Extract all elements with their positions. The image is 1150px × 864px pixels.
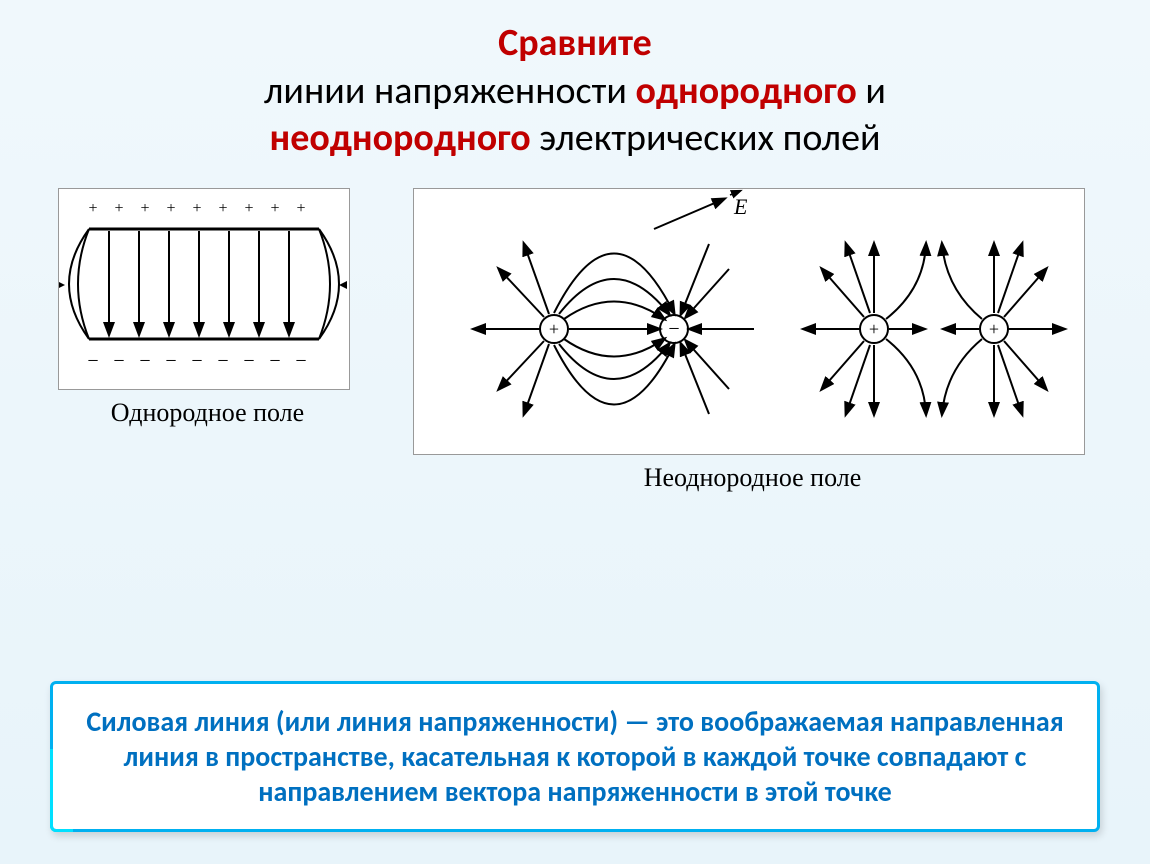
svg-text:−: − [139,350,150,372]
svg-text:−: − [243,350,254,372]
svg-text:+: + [548,319,558,339]
title-and: и [857,68,886,114]
svg-text:−: − [668,318,679,340]
svg-text:+: + [244,200,253,217]
svg-text:+: + [270,200,279,217]
like-charges-group: + + [804,244,1064,414]
svg-text:+: + [192,200,201,217]
e-vector-label: E [733,194,748,219]
svg-text:−: − [217,350,228,372]
uniform-field-block: + + + + + + + + + [58,188,358,428]
svg-text:−: − [191,350,202,372]
svg-text:−: − [269,350,280,372]
diagrams-row: +++ +++ +++ [0,188,1150,493]
svg-text:+: + [140,200,149,217]
svg-text:−: − [165,350,176,372]
nonuniform-field-block: + − [413,188,1093,493]
nonuniform-caption: Неоднородное поле [413,463,1093,493]
svg-text:+: + [114,200,123,217]
nonuniform-field-svg: + − [414,189,1084,449]
title-compare: Сравните [498,20,652,66]
nonuniform-field-diagram: + − [413,188,1085,455]
uniform-field-svg: + + + + + + + + + [59,189,349,384]
title-block: Сравните линии напряженности однородного… [0,0,1150,163]
svg-text:+: + [988,319,998,339]
definition-box: Силовая линия (или линия напряженности) … [50,681,1100,832]
title-line2-prefix: линии напряженности [264,68,635,114]
dipole-group: + − [474,191,754,414]
svg-text:+: + [868,319,878,339]
svg-text:+: + [218,200,227,217]
svg-text:−: − [113,350,124,372]
svg-text:−: − [87,350,98,372]
title-nonhomogeneous: неоднородного [269,115,530,161]
title-homogeneous: однородного [635,68,856,114]
title-rest: электрических полей [531,115,881,161]
definition-text: Силовая линия (или линия напряженности) … [86,704,1063,809]
svg-text:−: − [295,350,306,372]
svg-text:+: + [88,200,97,217]
uniform-caption: Однородное поле [58,398,358,428]
svg-text:+: + [166,200,175,217]
uniform-field-diagram: + + + + + + + + + [58,188,350,390]
svg-text:+: + [296,200,305,217]
